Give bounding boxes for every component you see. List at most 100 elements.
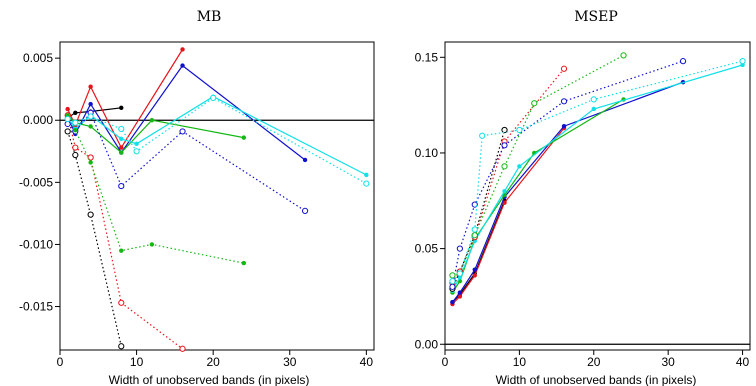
data-point-green	[88, 124, 93, 129]
data-point-black	[73, 110, 78, 115]
data-point-red	[88, 84, 93, 89]
data-point-cyan	[364, 172, 369, 178]
data-point-red	[472, 273, 477, 278]
x-tick-label: 0	[57, 355, 64, 369]
data-point-black	[72, 151, 79, 159]
series-line-cyan-dotted	[67, 97, 367, 185]
x-axis-label: Width of unobserved bands (in pixels)	[109, 373, 310, 386]
plot-frame	[444, 41, 751, 351]
data-point-red	[179, 345, 186, 352]
data-point-cyan	[502, 189, 507, 194]
data-point-green	[88, 160, 93, 165]
x-tick-label: 20	[587, 355, 601, 369]
x-tick-label: 40	[360, 355, 374, 369]
series-line-green-dotted	[67, 115, 244, 264]
x-tick-label: 20	[206, 355, 220, 369]
series-line-blue-solid	[451, 81, 684, 303]
data-point-red	[119, 145, 124, 150]
data-point-red	[118, 299, 125, 306]
data-point-blue	[472, 267, 477, 272]
data-point-cyan	[591, 106, 596, 112]
y-tick-label: -0.005	[19, 175, 53, 189]
data-point-blue	[501, 142, 508, 149]
series-line-blue-dotted	[67, 111, 306, 212]
data-point-black	[64, 128, 71, 135]
data-point-cyan	[449, 278, 456, 285]
data-point-cyan	[739, 58, 746, 65]
data-point-cyan	[479, 132, 486, 139]
data-point-blue	[449, 283, 456, 290]
y-tick-label: 0.005	[23, 51, 53, 65]
data-point-cyan	[471, 226, 478, 233]
data-point-green	[149, 242, 155, 247]
data-point-cyan	[87, 113, 94, 120]
series-line-red-dotted	[451, 68, 565, 284]
data-point-cyan	[517, 164, 522, 169]
data-point-blue	[456, 245, 463, 252]
series-line-black-solid	[67, 107, 122, 119]
data-point-cyan	[64, 115, 71, 123]
series-line-red-solid	[67, 49, 184, 149]
series-line-green-solid	[67, 114, 244, 154]
panel-title: MB	[197, 9, 222, 25]
data-point-blue	[180, 63, 185, 68]
data-point-cyan	[210, 94, 217, 101]
data-point-red	[72, 144, 79, 151]
data-point-green	[501, 163, 508, 170]
series-line-green-solid	[451, 98, 624, 293]
y-tick-label: 0.15	[415, 50, 439, 64]
data-point-green	[620, 52, 627, 59]
panel-title: MSEP	[574, 9, 618, 25]
data-point-blue	[179, 128, 186, 135]
data-point-blue	[560, 98, 568, 105]
data-point-green	[241, 135, 247, 140]
data-point-black	[87, 211, 94, 218]
data-point-red	[457, 294, 463, 299]
data-point-cyan	[590, 96, 597, 103]
data-point-blue	[450, 299, 455, 305]
data-point-cyan	[363, 180, 370, 187]
data-point-green	[449, 272, 456, 279]
data-point-cyan	[119, 136, 124, 142]
data-point-red	[560, 65, 568, 72]
series-line-black-dotted	[67, 131, 122, 347]
data-point-black	[118, 343, 125, 350]
x-tick-label: 10	[513, 355, 527, 369]
x-axis-label: Width of unobserved bands (in pixels)	[496, 373, 697, 386]
x-tick-label: 30	[661, 355, 675, 369]
y-tick-label: 0.000	[23, 113, 53, 127]
data-point-red	[180, 47, 185, 52]
data-point-cyan	[134, 141, 139, 147]
data-point-red	[502, 200, 507, 205]
series-line-black-dotted	[451, 129, 506, 290]
data-point-blue	[302, 157, 308, 163]
y-tick-label: 0.10	[415, 146, 439, 160]
data-point-green	[149, 118, 155, 123]
series-line-red-dotted	[67, 115, 183, 350]
x-tick-label: 30	[283, 355, 297, 369]
data-point-green	[119, 150, 124, 155]
data-point-blue	[457, 290, 463, 295]
data-point-cyan	[72, 119, 79, 126]
data-point-black	[119, 105, 124, 111]
data-point-blue	[118, 182, 125, 190]
y-tick-label: 0.00	[415, 337, 439, 351]
data-point-black	[501, 126, 508, 134]
data-point-green	[119, 248, 124, 253]
data-point-cyan	[516, 126, 523, 134]
data-point-cyan	[133, 148, 140, 155]
y-tick-label: 0.05	[415, 242, 439, 256]
data-point-red	[65, 106, 70, 112]
data-point-cyan	[456, 270, 463, 277]
plot-frame	[59, 41, 375, 351]
data-point-blue	[561, 123, 567, 129]
x-tick-label: 10	[130, 355, 144, 369]
data-point-blue	[471, 201, 478, 208]
data-point-cyan	[118, 125, 125, 133]
y-tick-label: -0.015	[19, 300, 53, 314]
data-point-blue	[679, 58, 687, 65]
y-tick-label: -0.010	[19, 237, 53, 251]
data-point-green	[531, 100, 538, 107]
series-line-blue-dotted	[451, 60, 684, 288]
